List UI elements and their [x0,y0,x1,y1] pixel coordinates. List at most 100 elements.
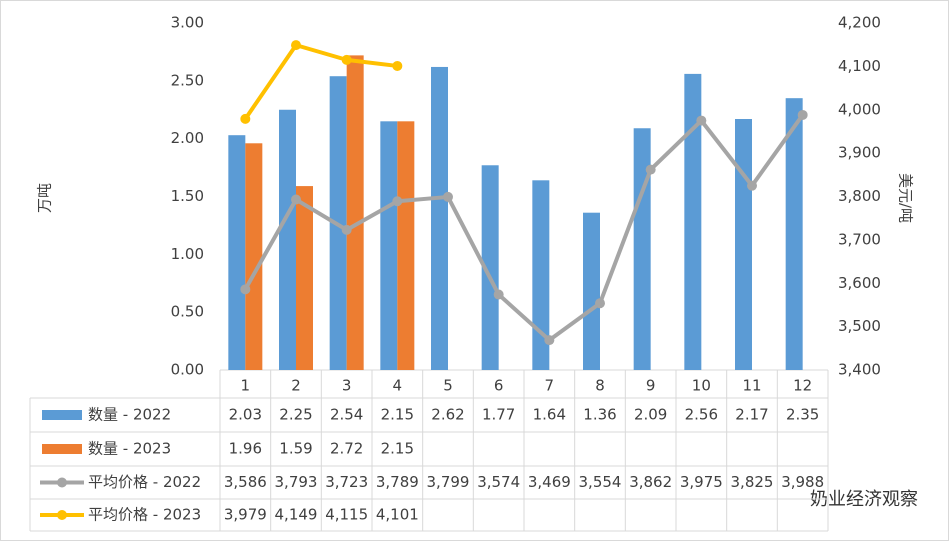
bar [279,109,296,370]
marker [493,289,504,300]
bar [397,121,415,370]
table-cell: 3,793 [275,473,318,491]
table-cell: 4,149 [275,506,318,524]
table-cell: 2.15 [381,406,414,424]
y2-axis-label: 美元/吨 [897,173,915,223]
table-cell: 3,723 [325,473,368,491]
y-tick-label: 1.50 [171,187,204,205]
table-cell: 3,469 [528,473,571,491]
line [243,113,805,343]
table-cell: 4,101 [376,506,419,524]
x-tick-label: 9 [646,377,656,395]
table-cell: 2.17 [735,406,768,424]
legend-swatch [42,444,82,454]
marker [341,54,352,65]
table-cell: 1.77 [482,406,515,424]
legend-label: 数量 - 2022 [88,406,171,424]
table-cell: 2.72 [330,440,363,458]
marker [443,191,453,202]
table-cell: 1.64 [533,406,566,424]
x-tick-label: 1 [241,377,251,395]
table-cell: 3,988 [781,473,824,491]
table-cell: 2.35 [786,406,819,424]
table-cell: 3,574 [477,473,520,491]
x-tick-label: 7 [545,377,555,395]
bar [296,186,313,370]
legend-label: 平均价格 - 2022 [88,473,201,491]
y-tick-label: 1.00 [171,245,204,263]
table-cell: 2.09 [634,406,667,424]
marker [291,40,301,51]
bar [785,98,803,370]
marker [240,113,251,124]
legend-swatch [57,510,67,520]
x-tick-label: 6 [494,377,504,395]
x-tick-label: 8 [595,377,605,395]
y2-tick-label: 4,200 [838,14,881,32]
table-cell: 1.36 [583,406,616,424]
table-cell: 1.96 [229,440,262,458]
table-cell: 3,799 [427,473,470,491]
x-tick-label: 4 [393,377,403,395]
table-cell: 3,825 [731,473,774,491]
x-tick-label: 12 [793,377,812,395]
table-cell: 2.15 [381,440,414,458]
y-tick-label: 3.00 [171,14,204,32]
table-cell: 3,975 [680,473,723,491]
marker [341,224,352,235]
table-cell: 2.54 [330,406,363,424]
table-cell: 2.62 [431,406,464,424]
bar [735,119,752,371]
marker [544,335,555,346]
x-tick-label: 2 [291,377,301,395]
table-cell: 3,586 [224,473,267,491]
watermark: 奶业经济观察 [810,489,918,510]
marker [240,284,251,295]
y2-tick-label: 3,700 [838,230,881,248]
table-cell: 3,554 [579,473,622,491]
x-tick-label: 11 [742,377,761,395]
y2-tick-label: 3,500 [838,317,881,335]
marker [696,115,707,126]
y-tick-label: 0.00 [171,361,204,379]
y2-tick-label: 3,600 [838,274,881,292]
y-tick-label: 2.50 [171,71,204,89]
legend-swatch [42,410,82,420]
marker [645,164,656,175]
y2-tick-label: 4,000 [838,100,881,118]
legend-swatch [57,477,67,488]
y2-tick-label: 3,400 [838,361,881,379]
table-cell: 2.25 [279,406,312,424]
table-cell: 2.03 [229,406,262,424]
bar [633,128,651,370]
y-tick-label: 2.00 [171,129,204,147]
table-cell: 3,862 [629,473,672,491]
y-axis-label: 万吨 [36,183,54,213]
table-cell: 3,789 [376,473,419,491]
y2-tick-label: 3,800 [838,187,881,205]
legend-label: 平均价格 - 2023 [88,506,201,524]
marker [291,194,301,205]
bar [684,73,702,370]
bar [228,135,246,370]
table-cell: 3,979 [224,506,267,524]
bar [532,180,550,370]
marker [797,109,808,120]
table-cell: 2.56 [685,406,718,424]
table-cell: 4,115 [325,506,368,524]
table-cell: 1.59 [279,440,312,458]
marker [392,60,403,71]
bar [583,212,600,370]
y2-tick-label: 3,900 [838,144,881,162]
y-tick-label: 0.50 [171,303,204,321]
legend-label: 数量 - 2023 [88,440,171,458]
bar [346,55,364,371]
bar [245,143,263,370]
x-tick-label: 10 [692,377,711,395]
x-tick-label: 5 [443,377,453,395]
bar [481,165,499,370]
line [243,43,398,120]
y2-tick-label: 4,100 [838,57,881,75]
